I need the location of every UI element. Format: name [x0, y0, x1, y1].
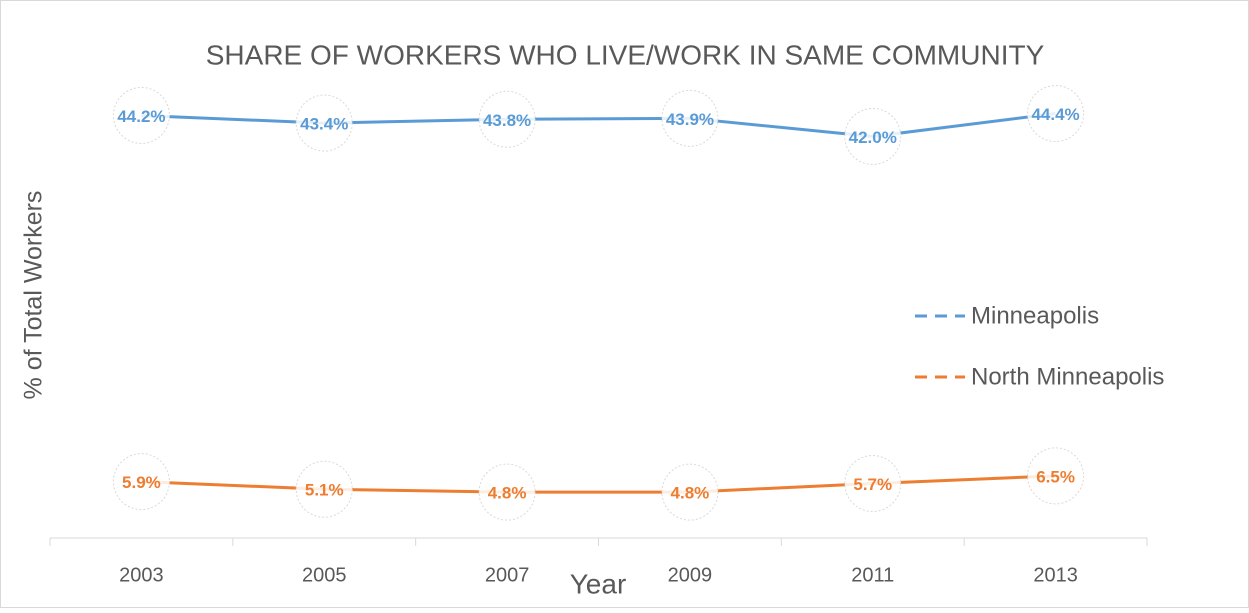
- legend-label: Minneapolis: [971, 302, 1099, 329]
- x-tick-label: 2009: [668, 564, 713, 586]
- chart-title: SHARE OF WORKERS WHO LIVE/WORK IN SAME C…: [206, 39, 1045, 70]
- data-label: 5.7%: [853, 475, 892, 494]
- data-label: 6.5%: [1036, 467, 1075, 486]
- data-point: [478, 463, 536, 521]
- data-label: 44.4%: [1031, 105, 1079, 124]
- data-label: 4.8%: [671, 484, 710, 503]
- data-point: [112, 453, 170, 511]
- data-label: 5.9%: [122, 473, 161, 492]
- y-axis-label: % of Total Workers: [20, 191, 48, 400]
- data-label: 42.0%: [849, 128, 897, 147]
- data-point: [295, 94, 353, 152]
- data-point: [1027, 85, 1085, 143]
- series-line: [141, 112, 1056, 138]
- x-tick-label: 2003: [119, 564, 164, 586]
- legend-label: North Minneapolis: [971, 363, 1164, 390]
- x-tick-label: 2011: [851, 564, 894, 586]
- x-tick-label: 2005: [302, 564, 347, 586]
- series-line: [141, 474, 1056, 494]
- data-point: [295, 460, 353, 518]
- data-point: [112, 86, 170, 144]
- data-point: [478, 90, 536, 148]
- data-point: [661, 89, 719, 147]
- data-label: 5.1%: [305, 481, 344, 500]
- x-tick-label: 2013: [1033, 564, 1078, 586]
- data-point: [1027, 447, 1085, 505]
- data-label: 43.4%: [300, 115, 348, 134]
- data-label: 44.2%: [117, 107, 165, 126]
- data-label: 4.8%: [488, 484, 527, 503]
- data-point: [844, 455, 902, 513]
- data-label: 43.8%: [483, 111, 531, 130]
- data-label: 43.9%: [666, 110, 714, 129]
- x-tick-label: 2007: [485, 564, 530, 586]
- data-point: [844, 107, 902, 165]
- x-axis-label: Year: [570, 568, 627, 599]
- data-point: [661, 463, 719, 521]
